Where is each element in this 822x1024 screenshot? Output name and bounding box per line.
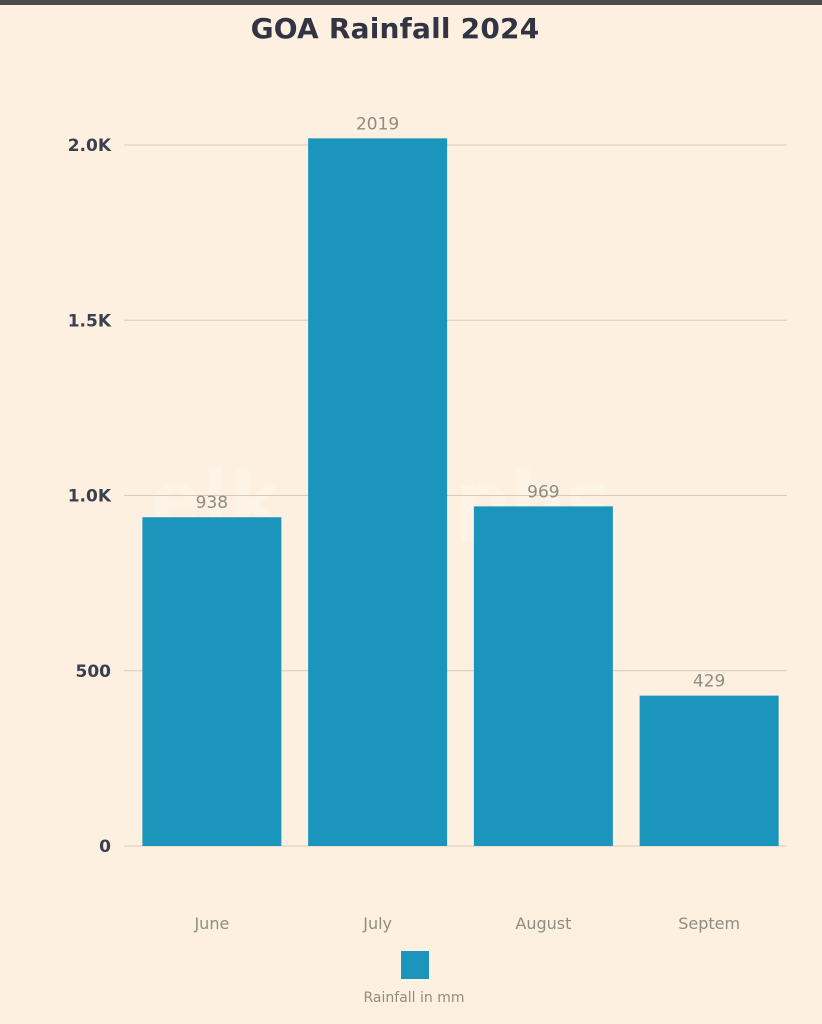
x-tick-label: July: [362, 914, 392, 933]
top-border: [0, 0, 822, 5]
y-tick-label: 0: [99, 837, 111, 857]
legend-label: Rainfall in mm: [363, 990, 465, 1006]
chart-title: GOA Rainfall 2024: [250, 12, 540, 45]
y-tick-label: 1.0K: [68, 487, 112, 507]
x-tick-label: Septem: [678, 914, 740, 933]
data-label: 938: [196, 493, 228, 513]
bar-septem: [639, 695, 779, 846]
bar-august: [473, 506, 613, 846]
y-tick-label: 500: [76, 662, 112, 682]
y-tick-label: 2.0K: [68, 136, 112, 156]
data-label: 969: [527, 482, 559, 502]
y-tick-label: 1.5K: [68, 311, 112, 331]
legend-swatch: [401, 951, 429, 979]
bar-june: [142, 517, 282, 846]
data-label: 2019: [356, 114, 399, 134]
data-label: 429: [693, 672, 725, 692]
x-tick-label: August: [515, 914, 571, 933]
x-tick-label: June: [193, 914, 229, 933]
bar-july: [308, 138, 448, 846]
